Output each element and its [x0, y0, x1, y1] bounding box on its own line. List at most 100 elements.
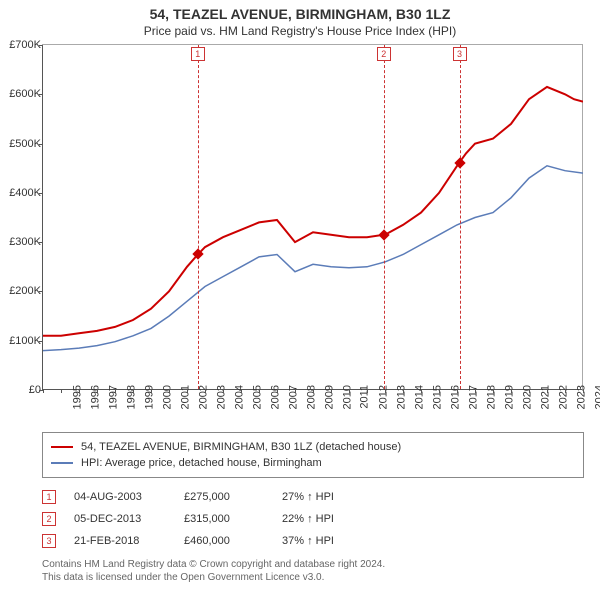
- x-axis-label: 2020: [521, 385, 533, 409]
- x-axis-tick: [421, 389, 422, 393]
- x-axis-tick: [547, 389, 548, 393]
- y-axis-label: £400K: [1, 187, 41, 199]
- x-axis-tick: [313, 389, 314, 393]
- event-line: [460, 45, 461, 389]
- event-row: 1 04-AUG-2003 £275,000 27% ↑ HPI: [42, 486, 582, 508]
- event-row-badge: 2: [42, 512, 56, 526]
- chart-titles: 54, TEAZEL AVENUE, BIRMINGHAM, B30 1LZ P…: [0, 0, 600, 38]
- y-axis-label: £200K: [1, 285, 41, 297]
- x-axis-tick: [493, 389, 494, 393]
- x-axis-tick: [349, 389, 350, 393]
- x-axis-tick: [241, 389, 242, 393]
- event-line: [384, 45, 385, 389]
- x-axis-tick: [565, 389, 566, 393]
- chart-area: £0£100K£200K£300K£400K£500K£600K£700K199…: [42, 44, 583, 390]
- x-axis-label: 1997: [107, 385, 119, 409]
- x-axis-label: 2007: [287, 385, 299, 409]
- x-axis-tick: [385, 389, 386, 393]
- x-axis-label: 1996: [89, 385, 101, 409]
- y-axis-label: £100K: [1, 335, 41, 347]
- x-axis-tick: [223, 389, 224, 393]
- x-axis-tick: [79, 389, 80, 393]
- event-date: 21-FEB-2018: [74, 535, 166, 547]
- x-axis-tick: [475, 389, 476, 393]
- event-badge: 3: [453, 47, 467, 61]
- x-axis-label: 1999: [143, 385, 155, 409]
- footer-line: This data is licensed under the Open Gov…: [42, 571, 590, 584]
- x-axis-tick: [583, 389, 584, 393]
- x-axis-label: 2021: [539, 385, 551, 409]
- legend-item: HPI: Average price, detached house, Birm…: [51, 455, 575, 471]
- x-axis-tick: [367, 389, 368, 393]
- x-axis-label: 2008: [305, 385, 317, 409]
- x-axis-label: 2019: [503, 385, 515, 409]
- event-badge: 1: [191, 47, 205, 61]
- plot-region: £0£100K£200K£300K£400K£500K£600K£700K199…: [42, 45, 582, 390]
- x-axis-tick: [115, 389, 116, 393]
- x-axis-tick: [205, 389, 206, 393]
- x-axis-label: 2024: [593, 385, 600, 409]
- x-axis-tick: [133, 389, 134, 393]
- chart-svg: [43, 45, 583, 390]
- event-price: £275,000: [184, 491, 264, 503]
- x-axis-label: 2010: [341, 385, 353, 409]
- x-axis-tick: [331, 389, 332, 393]
- event-price: £460,000: [184, 535, 264, 547]
- x-axis-label: 2018: [485, 385, 497, 409]
- y-axis-tick: [39, 242, 43, 243]
- event-pct: 37% ↑ HPI: [282, 535, 382, 547]
- x-axis-label: 2013: [395, 385, 407, 409]
- legend-label: HPI: Average price, detached house, Birm…: [81, 455, 322, 471]
- y-axis-tick: [39, 291, 43, 292]
- x-axis-label: 2014: [413, 385, 425, 409]
- x-axis-tick: [169, 389, 170, 393]
- event-date: 04-AUG-2003: [74, 491, 166, 503]
- title-subtitle: Price paid vs. HM Land Registry's House …: [0, 24, 600, 38]
- y-axis-label: £600K: [1, 88, 41, 100]
- title-address: 54, TEAZEL AVENUE, BIRMINGHAM, B30 1LZ: [0, 6, 600, 22]
- x-axis-label: 2003: [215, 385, 227, 409]
- x-axis-tick: [259, 389, 260, 393]
- event-pct: 27% ↑ HPI: [282, 491, 382, 503]
- x-axis-label: 2006: [269, 385, 281, 409]
- x-axis-tick: [439, 389, 440, 393]
- x-axis-label: 2015: [431, 385, 443, 409]
- y-axis-tick: [39, 94, 43, 95]
- x-axis-tick: [151, 389, 152, 393]
- event-price: £315,000: [184, 513, 264, 525]
- y-axis-label: £500K: [1, 138, 41, 150]
- x-axis-label: 1998: [125, 385, 137, 409]
- x-axis-label: 2004: [233, 385, 245, 409]
- x-axis-label: 2011: [359, 385, 371, 409]
- x-axis-label: 2001: [179, 385, 191, 409]
- events-table: 1 04-AUG-2003 £275,000 27% ↑ HPI 2 05-DEC-201…: [42, 486, 582, 552]
- y-axis-tick: [39, 341, 43, 342]
- x-axis-tick: [277, 389, 278, 393]
- x-axis-tick: [511, 389, 512, 393]
- event-date: 05-DEC-2013: [74, 513, 166, 525]
- legend-swatch: [51, 462, 73, 464]
- y-axis-tick: [39, 45, 43, 46]
- x-axis-label: 1995: [71, 385, 83, 409]
- event-pct: 22% ↑ HPI: [282, 513, 382, 525]
- event-row-badge: 1: [42, 490, 56, 504]
- x-axis-tick: [187, 389, 188, 393]
- footer-line: Contains HM Land Registry data © Crown c…: [42, 558, 590, 571]
- event-row-badge: 3: [42, 534, 56, 548]
- legend: 54, TEAZEL AVENUE, BIRMINGHAM, B30 1LZ (…: [42, 432, 584, 478]
- series-line-property: [43, 87, 583, 336]
- x-axis-label: 2002: [197, 385, 209, 409]
- x-axis-label: 2009: [323, 385, 335, 409]
- x-axis-tick: [403, 389, 404, 393]
- x-axis-tick: [295, 389, 296, 393]
- x-axis-label: 2000: [161, 385, 173, 409]
- legend-swatch: [51, 446, 73, 448]
- event-badge: 2: [377, 47, 391, 61]
- y-axis-label: £0: [1, 384, 41, 396]
- legend-item: 54, TEAZEL AVENUE, BIRMINGHAM, B30 1LZ (…: [51, 439, 575, 455]
- x-axis-label: 2005: [251, 385, 263, 409]
- x-axis-label: 2023: [575, 385, 587, 409]
- y-axis-label: £700K: [1, 39, 41, 51]
- x-axis-label: 2022: [557, 385, 569, 409]
- x-axis-tick: [43, 389, 44, 393]
